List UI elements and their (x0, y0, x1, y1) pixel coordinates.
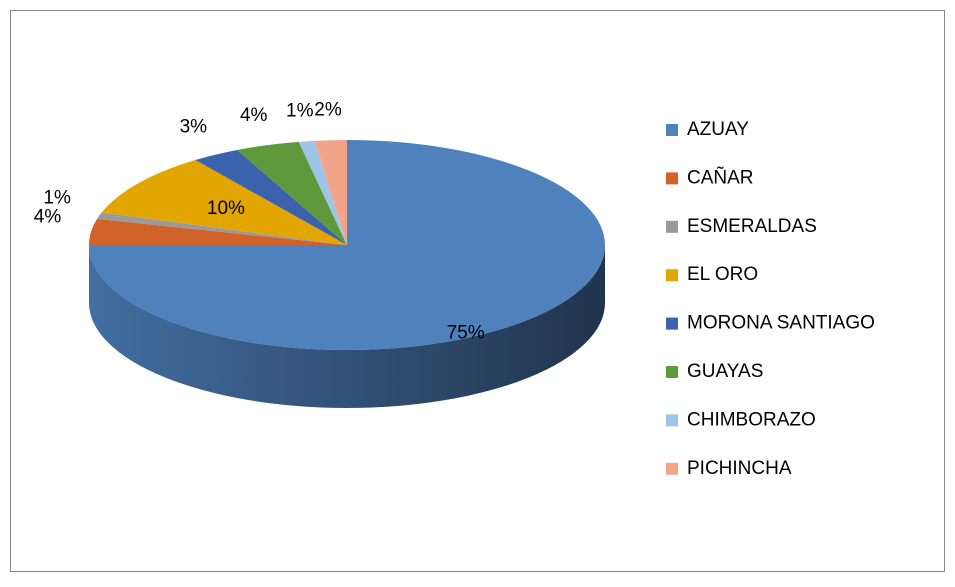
legend-label: GUAYAS (687, 361, 763, 382)
slice (97, 212, 347, 245)
legend-swatch (666, 269, 678, 282)
legend-label: EL ORO (687, 264, 758, 285)
data-label: 1% (43, 188, 71, 209)
legend-swatch (666, 462, 678, 475)
legend-swatch (666, 220, 678, 233)
data-label: 10% (207, 198, 245, 219)
legend-swatch (666, 317, 678, 330)
data-label: 4% (240, 105, 268, 126)
legend-label: CAÑAR (687, 166, 754, 188)
legend-label: CHIMBORAZO (687, 409, 816, 430)
slice (237, 141, 347, 245)
data-label: 2% (314, 99, 342, 120)
data-label: 75% (447, 322, 485, 343)
legend-label: PICHINCHA (687, 458, 792, 479)
slice (195, 149, 347, 245)
legend-label: ESMERALDAS (687, 216, 817, 237)
legend-swatch (666, 172, 678, 185)
slice (298, 140, 347, 245)
legend-swatch (666, 414, 678, 427)
slice (314, 140, 347, 245)
data-label: 3% (180, 116, 208, 137)
slice-side (89, 245, 605, 408)
slice (89, 218, 347, 245)
legend-swatch (666, 366, 678, 378)
legend-label: AZUAY (687, 119, 749, 140)
legend-label: MORONA SANTIAGO (687, 313, 875, 334)
slice (101, 160, 348, 245)
data-label: 4% (34, 207, 62, 228)
data-label: 1% (286, 101, 314, 122)
legend-swatch (666, 124, 678, 136)
